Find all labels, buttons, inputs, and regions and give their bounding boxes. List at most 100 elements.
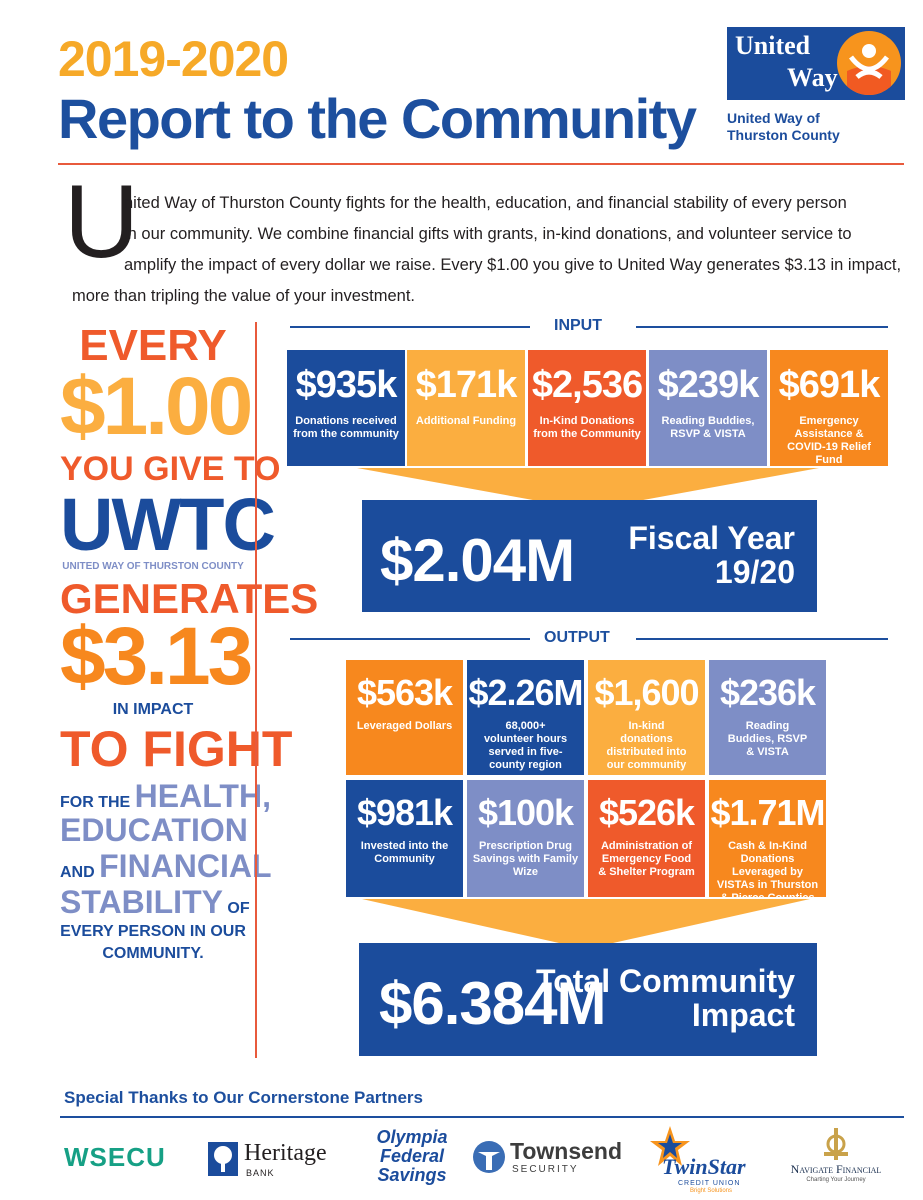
twinstar-tagline: Bright Solutions: [690, 1188, 733, 1194]
output-total-label: Total Community Impact: [536, 963, 795, 1033]
for-the-text: FOR THE: [60, 794, 131, 811]
intro-line: more than tripling the value of your inv…: [72, 287, 416, 305]
generates-text: GENERATES: [60, 575, 319, 622]
intro-line: nited Way of Thurston County fights for …: [124, 194, 847, 212]
output-tile: $981k Invested into the Community: [346, 780, 463, 897]
input-tile-desc: In-Kind Donations from the Community: [533, 415, 641, 440]
output-tile: $236k Reading Buddies, RSVP & VISTA: [709, 660, 826, 775]
input-tile-value: $239k: [657, 364, 760, 406]
input-total-label-line2: 19/20: [714, 553, 795, 590]
output-tile-value: $236k: [719, 672, 816, 713]
output-tile-desc: Administration of Emergency Food & Shelt…: [598, 840, 695, 878]
input-tile-value: $171k: [415, 364, 518, 406]
olympia-federal-logo: Olympia Federal Savings: [362, 1128, 462, 1185]
input-total-box: $2.04M Fiscal Year 19/20: [362, 500, 817, 612]
townsend-sub: SECURITY: [512, 1164, 579, 1175]
townsend-wordmark: Townsend: [510, 1138, 623, 1164]
output-tile-value: $563k: [356, 672, 453, 713]
education-text: EDUCATION: [60, 812, 248, 848]
to-fight-text: TO FIGHT: [60, 721, 293, 777]
united-way-emblem-icon: [837, 31, 901, 95]
logo-subtitle-line1: United Way of: [727, 110, 820, 126]
output-tile-desc: 68,000+ volunteer hours served in five-c…: [483, 720, 568, 771]
health-line: FOR THE HEALTH,: [60, 780, 271, 812]
output-tile-value: $2.26M: [468, 672, 583, 713]
input-tile-value: $935k: [295, 364, 398, 406]
output-total-box: $6.384M Total Community Impact: [359, 943, 817, 1056]
output-funnel-arrow: [362, 899, 810, 949]
output-tile-value: $981k: [356, 792, 453, 833]
output-divider-right: [636, 638, 888, 640]
column-divider: [255, 322, 257, 1058]
you-give-to-text: YOU GIVE TO: [60, 450, 281, 488]
output-total-label-line2: Impact: [691, 996, 795, 1033]
header-divider: [58, 163, 904, 165]
output-tile-desc: Reading Buddies, RSVP & VISTA: [727, 720, 808, 758]
compass-icon: [824, 1128, 848, 1160]
output-tile: $1,600 In-kind donations distributed int…: [588, 660, 705, 775]
wsecu-logo: WSECU: [64, 1142, 166, 1173]
output-tile: $563k Leveraged Dollars: [346, 660, 463, 775]
wsecu-wordmark: WSECU: [64, 1142, 166, 1172]
input-total-label: Fiscal Year 19/20: [628, 520, 795, 590]
uwtc-text: UWTC: [60, 483, 276, 566]
report-year: 2019-2020: [58, 31, 289, 87]
heritage-sub: BANK: [246, 1168, 275, 1178]
stability-text: STABILITY: [60, 884, 223, 920]
uwtc-full-name: UNITED WAY OF THURSTON COUNTY: [62, 561, 244, 572]
partners-divider: [60, 1116, 904, 1118]
community-text: COMMUNITY.: [102, 945, 204, 962]
olympia-word3: Savings: [377, 1165, 447, 1185]
output-tile-value: $1,600: [594, 672, 699, 713]
navigate-wordmark: Navigate Financial: [790, 1162, 882, 1176]
input-tile-value: $2,536: [531, 364, 643, 406]
output-tile-value: $100k: [477, 792, 574, 833]
intro-paragraph: nited Way of Thurston County fights for …: [72, 188, 912, 312]
tree-icon: [208, 1142, 238, 1176]
logo-word-way: Way: [787, 63, 838, 92]
report-title: Report to the Community: [58, 87, 697, 150]
twinstar-wordmark: TwinStar: [662, 1154, 746, 1179]
olympia-word1: Olympia: [376, 1127, 448, 1147]
in-impact-text: IN IMPACT: [112, 701, 194, 718]
logo-word-united: United: [735, 31, 811, 60]
dollar-amount: $1.00: [60, 361, 253, 452]
health-text: HEALTH,: [134, 778, 271, 814]
input-funnel-arrow: [357, 468, 819, 510]
output-total-label-line1: Total Community: [536, 963, 795, 999]
input-tile: $239k Reading Buddies, RSVP & VISTA: [649, 350, 767, 466]
output-tile-desc: Cash & In-Kind Donations Leveraged by VI…: [716, 840, 819, 904]
logo-subtitle: United Way of Thurston County: [727, 110, 840, 144]
input-tile: $935k Donations received from the commun…: [287, 350, 405, 466]
input-tile: $2,536 In-Kind Donations from the Commun…: [528, 350, 646, 466]
output-tile: $1.71M Cash & In-Kind Donations Leverage…: [709, 780, 826, 904]
of-text: OF: [227, 900, 250, 917]
logo-subtitle-line2: Thurston County: [727, 127, 840, 143]
output-tile-desc: In-kind donations distributed into our c…: [606, 720, 687, 771]
input-tile-value: $691k: [778, 364, 881, 406]
united-way-logo: United Way: [727, 27, 905, 100]
stability-line: STABILITY OF: [60, 884, 250, 920]
townsend-globe-icon: [473, 1141, 505, 1173]
star-icon: [650, 1126, 690, 1166]
output-label: OUTPUT: [544, 629, 610, 646]
intro-line: amplify the impact of every dollar we ra…: [124, 256, 902, 274]
input-total-label-line1: Fiscal Year: [628, 520, 795, 556]
input-tile-desc: Donations received from the community: [293, 415, 399, 440]
and-text: AND: [60, 864, 95, 881]
financial-line: AND FINANCIAL: [60, 850, 272, 882]
input-total-value: $2.04M: [380, 527, 575, 594]
every-person-text: EVERY PERSON IN OUR: [60, 923, 246, 940]
every-text: EVERY: [79, 321, 227, 370]
output-tile-value: $526k: [598, 792, 695, 833]
twinstar-sub: CREDIT UNION: [678, 1180, 741, 1187]
input-label: INPUT: [554, 317, 602, 334]
impact-statement: EVERY $1.00 YOU GIVE TO UWTC UNITED WAY …: [60, 320, 319, 962]
output-tile-desc: Prescription Drug Savings with Family Wi…: [472, 840, 579, 878]
financial-text: FINANCIAL: [99, 848, 272, 884]
input-divider-right: [636, 326, 888, 328]
output-tile-desc: Invested into the Community: [360, 840, 449, 865]
input-tile-desc: Emergency Assistance & COVID-19 Relief F…: [787, 415, 871, 466]
input-tile: $171k Additional Funding: [407, 350, 525, 466]
intro-line: in our community. We combine financial g…: [124, 225, 852, 243]
